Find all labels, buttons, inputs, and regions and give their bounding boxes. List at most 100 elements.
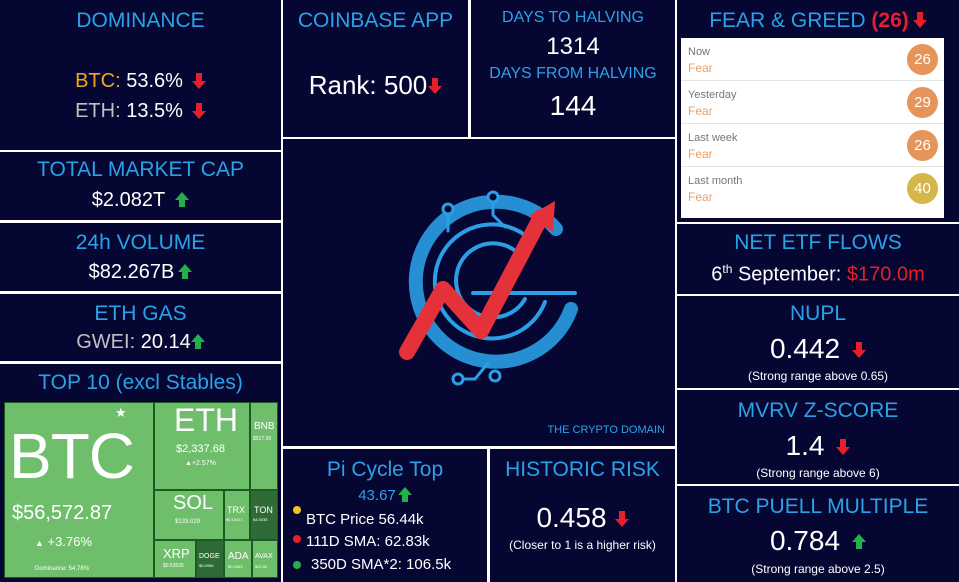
fear-greed-row: Last week Fear 26 [681, 124, 944, 167]
dominance-panel: DOMINANCE BTC: 53.6% ETH: 13.5% [0, 0, 281, 150]
eth-tile-price: $2,337.68 [176, 443, 225, 455]
star-icon: ★ [115, 405, 127, 420]
sma-111-dot-icon [293, 535, 301, 543]
up-triangle-icon: ▲ [185, 460, 192, 467]
down-arrow-icon [191, 102, 206, 119]
pi-cycle-panel: Pi Cycle Top 43.67 BTC Price 56.44k 111D… [283, 449, 487, 582]
up-arrow-icon [852, 533, 867, 549]
mvrv-title: MVRV Z-SCORE [737, 399, 899, 422]
market-cap-title: TOTAL MARKET CAP [37, 158, 244, 181]
market-cap-panel: TOTAL MARKET CAP $2.082T [0, 152, 281, 220]
nupl-panel: NUPL 0.442 (Strong range above 0.65) [677, 296, 959, 388]
days-from-halving-value: 144 [549, 90, 597, 121]
ton-tile[interactable]: TON $4.5035 [250, 490, 278, 540]
nupl-title: NUPL [789, 302, 847, 325]
eth-dominance-value: 13.5% [120, 100, 183, 122]
bnb-tile-name: BNB [254, 421, 275, 432]
mvrv-value: 1.4 [785, 430, 825, 461]
puell-value: 0.784 [769, 525, 841, 556]
mvrv-panel: MVRV Z-SCORE 1.4 (Strong range above 6) [677, 390, 959, 484]
fear-greed-title: FEAR & GREED (26) [677, 9, 959, 33]
etf-date-day: 6 [711, 263, 723, 286]
mvrv-note: (Strong range above 6) [756, 466, 880, 480]
fear-greed-score-badge: 29 [907, 87, 938, 118]
logo-caption: THE CRYPTO DOMAIN [547, 424, 665, 436]
nupl-row: 0.442 [677, 333, 959, 365]
up-arrow-icon [175, 191, 190, 207]
volume-row: $82.267B [0, 261, 281, 284]
fear-greed-row: Last month Fear 40 [681, 167, 944, 210]
nupl-value: 0.442 [769, 333, 841, 364]
fear-greed-row-label: Now [688, 46, 711, 58]
up-arrow-icon [397, 487, 412, 503]
puell-title: BTC PUELL MULTIPLE [707, 495, 929, 518]
up-arrow-icon [190, 333, 205, 349]
eth-dominance: ETH: 13.5% [0, 100, 281, 123]
ada-tile-name: ADA [228, 551, 249, 562]
etf-value: $170.0m [846, 263, 925, 286]
doge-tile-price: $0.0996 [199, 563, 214, 568]
eth-label: ETH: [75, 100, 121, 122]
historic-risk-row: 0.458 [490, 502, 675, 534]
sol-tile-price: $133.029 [175, 519, 201, 525]
doge-tile[interactable]: DOGE $0.0996 [196, 540, 224, 578]
eth-tile[interactable]: ETH $2,337.68 ▲+2.57% [154, 402, 250, 490]
puell-note: (Strong range above 2.5) [751, 562, 885, 576]
historic-risk-note: (Closer to 1 is a higher risk) [509, 538, 656, 552]
volume-value: $82.267B [88, 261, 175, 283]
sol-tile[interactable]: SOL $133.029 [154, 490, 224, 540]
btc-tile[interactable]: BTC ★ $56,572.87 ▲ +3.76% Dominance: 54.… [4, 402, 154, 578]
halving-panel: DAYS TO HALVING 1314 DAYS FROM HALVING 1… [471, 0, 675, 137]
btc-tile-name: BTC [9, 420, 135, 492]
coinbase-title: COINBASE APP [297, 9, 454, 32]
puell-panel: BTC PUELL MULTIPLE 0.784 (Strong range a… [677, 486, 959, 582]
fear-greed-panel: FEAR & GREED (26) Now Fear 26 Yesterday Fear… [677, 0, 959, 222]
historic-risk-value: 0.458 [536, 502, 607, 533]
market-cap-row: $2.082T [0, 189, 281, 212]
bnb-tile-price: $517.99 [253, 436, 272, 442]
nupl-note: (Strong range above 0.65) [747, 369, 889, 383]
pi-cycle-title: Pi Cycle Top [326, 458, 444, 481]
avax-tile-name: AVAX [255, 553, 273, 560]
trx-tile[interactable]: TRX $0.15417 [224, 490, 250, 540]
bnb-tile[interactable]: BNB $517.99 [250, 402, 278, 490]
ada-tile[interactable]: ADA $0.3343 [224, 540, 252, 578]
btc-price-dot-icon [293, 506, 301, 514]
avax-tile-price: $22.50 [255, 564, 268, 569]
fear-greed-row-sentiment: Fear [688, 190, 713, 204]
down-arrow-icon [614, 510, 629, 527]
days-from-halving-title: DAYS FROM HALVING [489, 65, 657, 82]
eth-gas-row: GWEI: 20.14 [0, 331, 281, 354]
trx-tile-name: TRX [227, 505, 245, 515]
ton-tile-price: $4.5035 [253, 517, 268, 522]
fear-greed-row-sentiment: Fear [688, 104, 713, 118]
fear-greed-row-label: Yesterday [688, 89, 737, 101]
eth-tile-name: ETH [174, 402, 238, 438]
btc-label: BTC: [75, 70, 121, 92]
btc-tile-change: ▲ +3.76% [35, 534, 92, 549]
volume-title: 24h VOLUME [75, 231, 206, 254]
down-arrow-icon [852, 341, 867, 358]
logo-panel: THE CRYPTO DOMAIN [283, 139, 675, 446]
etf-row: 6th September: $170.0m [677, 262, 959, 287]
coinbase-panel: COINBASE APP Rank: 500 [283, 0, 468, 137]
btc-tile-change-value: +3.76% [47, 534, 92, 549]
avax-tile[interactable]: AVAX $22.50 [252, 540, 278, 578]
xrp-tile-price: $0.53535 [163, 563, 184, 569]
fear-greed-row-label: Last week [688, 132, 738, 144]
down-arrow-icon [912, 12, 927, 29]
fear-greed-score-badge: 26 [907, 44, 938, 75]
btc-dominance-value: 53.6% [120, 70, 183, 92]
market-cap-value: $2.082T [91, 189, 166, 211]
dominance-title: DOMINANCE [76, 9, 205, 32]
xrp-tile[interactable]: XRP $0.53535 [154, 540, 196, 578]
puell-row: 0.784 [677, 525, 959, 557]
coinbase-rank-value: Rank: 500 [308, 70, 428, 100]
fear-greed-score: (26) [871, 9, 909, 32]
down-arrow-icon [836, 438, 851, 455]
pi-item-btc-price: BTC Price 56.44k [306, 511, 424, 528]
eth-gas-title: ETH GAS [94, 302, 187, 325]
eth-tile-change: ▲+2.57% [185, 460, 216, 467]
volume-panel: 24h VOLUME $82.267B [0, 223, 281, 291]
down-arrow-icon [191, 72, 206, 89]
